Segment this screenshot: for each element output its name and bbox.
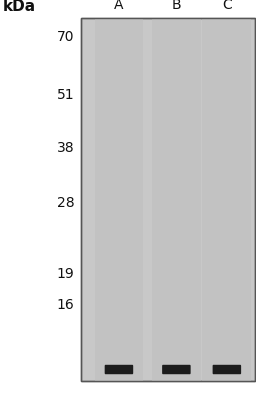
FancyBboxPatch shape xyxy=(94,18,143,381)
Text: C: C xyxy=(222,0,232,12)
Text: 16: 16 xyxy=(57,298,74,312)
Text: B: B xyxy=(172,0,181,12)
Text: 70: 70 xyxy=(57,30,74,44)
Text: 19: 19 xyxy=(57,267,74,281)
Text: 51: 51 xyxy=(57,88,74,102)
FancyBboxPatch shape xyxy=(81,18,255,381)
Text: kDa: kDa xyxy=(3,0,36,14)
FancyBboxPatch shape xyxy=(212,365,241,374)
Text: 38: 38 xyxy=(57,141,74,155)
FancyBboxPatch shape xyxy=(105,365,133,374)
FancyBboxPatch shape xyxy=(162,365,191,374)
FancyBboxPatch shape xyxy=(202,18,251,381)
Text: 28: 28 xyxy=(57,196,74,210)
Text: A: A xyxy=(114,0,124,12)
FancyBboxPatch shape xyxy=(152,18,201,381)
